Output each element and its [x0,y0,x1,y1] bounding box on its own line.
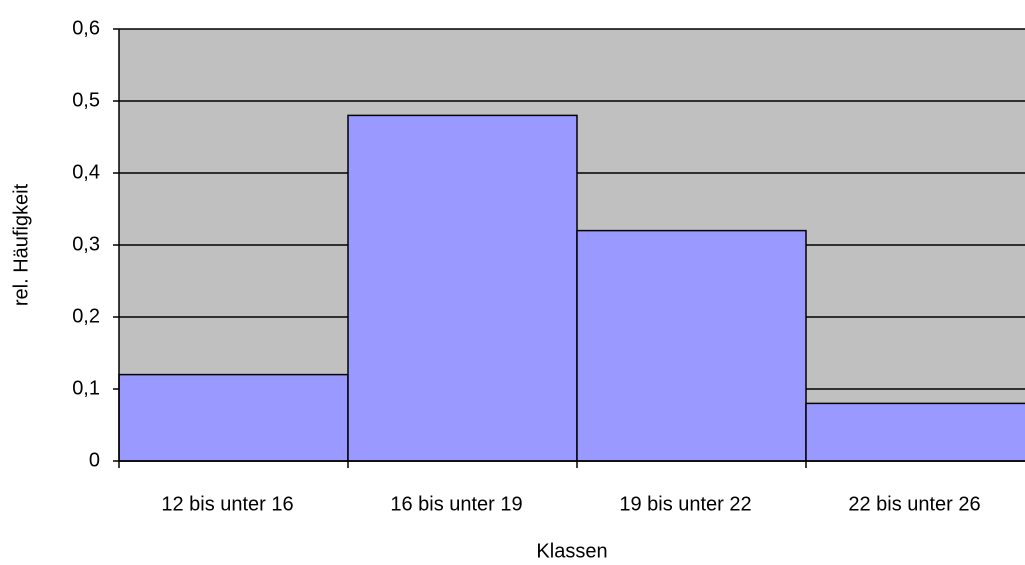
y-axis-title: rel. Häufigkeit [10,183,32,306]
x-tick-label: 16 bis unter 19 [390,493,522,515]
x-tick-label: 19 bis unter 22 [619,493,751,515]
x-tick-label: 22 bis unter 26 [848,493,980,515]
bar [805,402,1025,462]
bar [347,114,578,462]
bar [118,373,349,462]
y-tick-label: 0,6 [72,17,100,39]
x-axis-title: Klassen [536,540,607,562]
y-tick-label: 0 [89,449,100,471]
y-tick-label: 0,4 [72,161,100,183]
y-tick-label: 0,1 [72,377,100,399]
bar [576,229,807,462]
y-tick-label: 0,5 [72,89,100,111]
x-tick-label: 12 bis unter 16 [161,493,293,515]
y-tick-label: 0,3 [72,233,100,255]
y-tick-label: 0,2 [72,305,100,327]
